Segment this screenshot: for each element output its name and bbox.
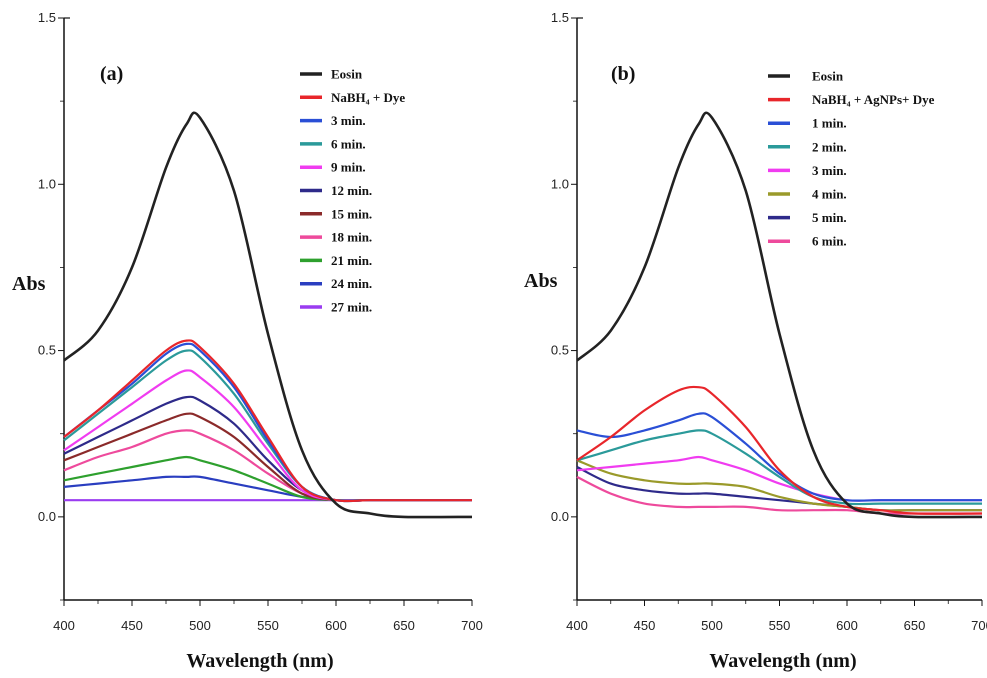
- panel-a-series-line-6: [63, 412, 472, 502]
- panel-b-legend-label: 3 min.: [812, 163, 847, 178]
- panel-b-x-tick-label: 400: [566, 618, 588, 633]
- panel-a-legend-label: Eosin: [331, 67, 363, 82]
- panel-b-legend-label: 2 min.: [812, 139, 847, 154]
- panel-a-y-axis-title: Abs: [12, 273, 46, 295]
- panel-b-x-tick-label: 650: [904, 618, 926, 633]
- panel-b-legend-label: Eosin: [812, 69, 844, 84]
- panel-a-legend-label: 27 min.: [331, 300, 372, 315]
- panel-b-chart: 400 450 500 550 600 650 700 0.0 0.5 1.0 1.5 Wavelen…: [524, 10, 987, 672]
- panel-a-x-tick-label: 550: [257, 618, 279, 633]
- panel-a-x-tick-label: 400: [53, 618, 75, 633]
- panel-b-x-axis-title: Wavelength (nm): [709, 650, 856, 672]
- panel-a-x-tick-label: 600: [325, 618, 347, 633]
- panel-b-legend-label: 1 min.: [812, 116, 847, 131]
- panel-a-series-line-8: [63, 455, 472, 502]
- panel-b-y-tick-label: 0.5: [551, 343, 569, 358]
- panel-b-y-tick-label: 1.5: [551, 10, 569, 25]
- panel-a-chart: 400 450 500 550 600 650 700 0.0 0.5 1.0 1.5 Wavelen…: [12, 10, 483, 672]
- panel-b-x-tick-label: 500: [701, 618, 723, 633]
- panel-b-y-axis-title: Abs: [524, 270, 558, 292]
- panel-a-y-tick-label: 1.5: [38, 10, 56, 25]
- panel-b-x-tick-label: 550: [769, 618, 791, 633]
- panel-b-y-tick-label: 1.0: [551, 176, 569, 191]
- panel-b-x-tick-label: 600: [836, 618, 858, 633]
- panel-a-legend-label: 9 min.: [331, 160, 366, 175]
- panel-a-legend-label: 15 min.: [331, 206, 372, 221]
- panel-a-legend-label: 3 min.: [331, 113, 366, 128]
- panel-b-panel-label: (b): [611, 63, 635, 85]
- panel-b-x-tick-label: 450: [634, 618, 656, 633]
- panel-b-y-tick-label: 0.0: [551, 509, 569, 524]
- panel-a-y-tick-label: 0.5: [38, 343, 56, 358]
- panel-a-x-tick-label: 650: [393, 618, 415, 633]
- panel-a-legend-label: NaBH₄ + Dye: [331, 90, 405, 105]
- panel-b-legend-label: NaBH₄ + AgNPs+ Dye: [812, 92, 935, 107]
- panel-a-legend-label: 6 min.: [331, 136, 366, 151]
- panel-a-series-line-0: [63, 111, 473, 519]
- panel-b-legend-label: 5 min.: [812, 210, 847, 225]
- panel-a-panel-label: (a): [100, 63, 123, 85]
- panel-a-x-tick-label: 450: [121, 618, 143, 633]
- panel-a-x-axis-title: Wavelength (nm): [186, 650, 333, 672]
- panel-b-series-line-2: [576, 412, 982, 502]
- panel-a-series-line-3: [63, 349, 472, 503]
- panel-a-x-tick-label: 500: [189, 618, 211, 633]
- panel-a-legend-label: 24 min.: [331, 276, 372, 291]
- panel-b-series-line-3: [576, 429, 982, 506]
- panel-a-x-tick-label: 700: [461, 618, 483, 633]
- panel-a-series-line-9: [63, 475, 472, 502]
- panel-b-x-tick-label: 700: [971, 618, 987, 633]
- panel-a-series-line-2: [63, 342, 472, 503]
- panel-b-legend-label: 6 min.: [812, 234, 847, 249]
- panel-a-legend-label: 21 min.: [331, 253, 372, 268]
- panel-b-legend-label: 4 min.: [812, 187, 847, 202]
- panel-a-series-line-1: [63, 339, 472, 503]
- panel-a-y-tick-label: 0.0: [38, 509, 56, 524]
- panel-b-series-line-1: [576, 385, 983, 515]
- panel-a-legend-label: 12 min.: [331, 183, 372, 198]
- panel-b-series-line-0: [576, 111, 983, 519]
- panel-a-y-tick-label: 1.0: [38, 176, 56, 191]
- panel-b-series-line-7: [576, 475, 982, 515]
- panel-a-legend-label: 18 min.: [331, 230, 372, 245]
